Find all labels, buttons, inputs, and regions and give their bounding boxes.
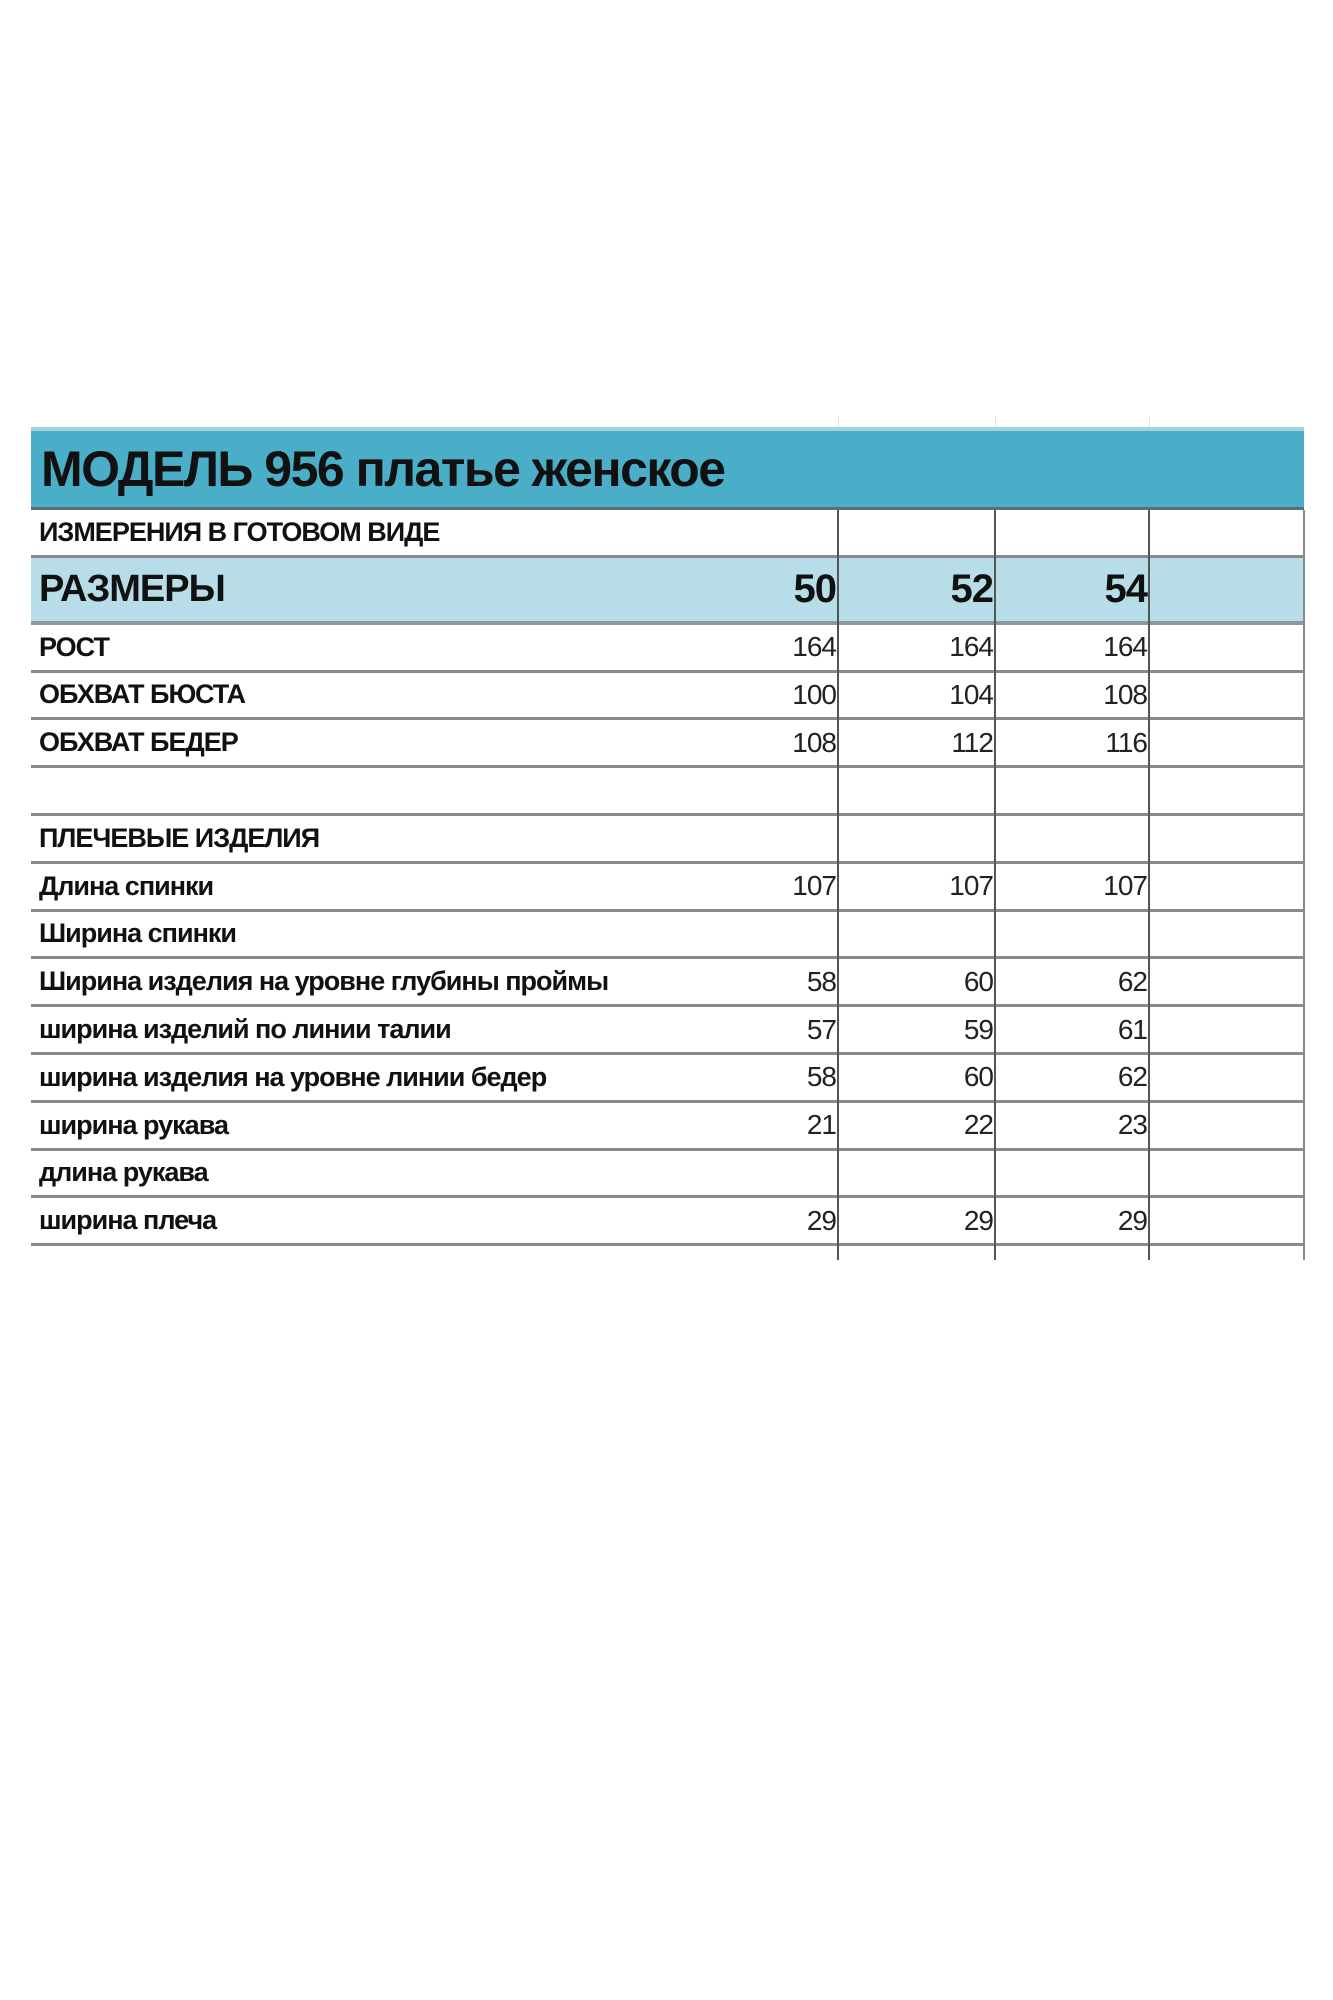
row-value: 62: [1117, 1061, 1148, 1093]
row-label: РОСТ: [39, 631, 110, 662]
table-row: длина рукава: [31, 1151, 1304, 1199]
row-label: длина рукава: [39, 1157, 209, 1188]
cut-off-row: [31, 1246, 1304, 1260]
gridline: [838, 416, 839, 427]
row-value: 58: [806, 965, 837, 997]
row-value: 57: [806, 1013, 837, 1045]
table-row: ширина изделий по линии талии 57 59 61: [31, 1007, 1304, 1055]
table-title: МОДЕЛЬ 956 платье женское: [31, 427, 1304, 510]
row-value: 164: [792, 631, 837, 663]
table-row: ОБХВАТ БЮСТА 100 104 108: [31, 673, 1304, 721]
row-value: 62: [1117, 965, 1148, 997]
row-value: 61: [1117, 1013, 1148, 1045]
row-value: 29: [963, 1204, 994, 1236]
row-label: ширина рукава: [39, 1109, 229, 1140]
size-54: 54: [1104, 566, 1149, 611]
size-50: 50: [793, 566, 838, 611]
gridline: [995, 416, 996, 427]
table-edge: [1303, 510, 1305, 1260]
column-divider: [837, 510, 839, 1260]
row-value: 59: [963, 1013, 994, 1045]
table-row: ПЛЕЧЕВЫЕ ИЗДЕЛИЯ: [31, 816, 1304, 864]
sizes-header-row: РАЗМЕРЫ 50 52 54: [31, 557, 1304, 625]
row-value: 108: [792, 726, 837, 758]
row-value: 112: [951, 726, 994, 758]
row-label: ОБХВАТ БЕДЕР: [39, 727, 239, 758]
row-label: ширина изделий по линии талии: [39, 1014, 452, 1045]
row-value: 58: [806, 1061, 837, 1093]
table-row: Ширина спинки: [31, 912, 1304, 960]
table-row: ширина рукава 21 22 23: [31, 1103, 1304, 1151]
table-row: ОБХВАТ БЕДЕР 108 112 116: [31, 720, 1304, 769]
row-value: 164: [1103, 631, 1148, 663]
table-row: РОСТ 164 164 164: [31, 625, 1304, 673]
row-value: 21: [806, 1109, 837, 1141]
row-label: Ширина изделия на уровне глубины проймы: [39, 966, 609, 997]
table-row: ширина плеча 29 29 29: [31, 1198, 1304, 1247]
row-label: ширина плеча: [39, 1205, 217, 1236]
table-row: Длина спинки 107 107 107: [31, 864, 1304, 912]
row-value: 107: [949, 870, 994, 902]
column-divider: [1148, 510, 1150, 1260]
row-value: 60: [963, 1061, 994, 1093]
sizes-label: РАЗМЕРЫ: [39, 567, 226, 610]
row-value: 22: [963, 1109, 994, 1141]
row-value: 164: [949, 631, 994, 663]
row-value: 107: [1103, 870, 1148, 902]
size-52: 52: [950, 566, 995, 611]
row-value: 116: [1105, 726, 1148, 758]
row-label: ОБХВАТ БЮСТА: [39, 679, 246, 710]
gridline: [1149, 416, 1150, 427]
row-label: Длина спинки: [39, 870, 214, 901]
table-row: [31, 768, 1304, 816]
column-divider: [994, 510, 996, 1260]
row-label: ПЛЕЧЕВЫЕ ИЗДЕЛИЯ: [39, 822, 320, 853]
row-value: 60: [963, 965, 994, 997]
row-value: 100: [792, 678, 837, 710]
row-label: Ширина спинки: [39, 918, 237, 949]
table-row: ширина изделия на уровне линии бедер 58 60…: [31, 1055, 1304, 1103]
row-label: ширина изделия на уровне линии бедер: [39, 1061, 547, 1092]
row-value: 23: [1117, 1109, 1148, 1141]
table-row: Ширина изделия на уровне глубины проймы 5…: [31, 959, 1304, 1008]
subtitle-row: ИЗМЕРЕНИЯ В ГОТОВОМ ВИДЕ: [31, 510, 1304, 558]
row-value: 108: [1103, 678, 1148, 710]
row-value: 107: [792, 870, 837, 902]
size-table: МОДЕЛЬ 956 платье женское ИЗМЕРЕНИЯ В ГО…: [31, 427, 1305, 1260]
row-value: 104: [949, 678, 994, 710]
subtitle: ИЗМЕРЕНИЯ В ГОТОВОМ ВИДЕ: [39, 516, 440, 547]
row-value: 29: [1117, 1204, 1148, 1236]
row-value: 29: [806, 1204, 837, 1236]
